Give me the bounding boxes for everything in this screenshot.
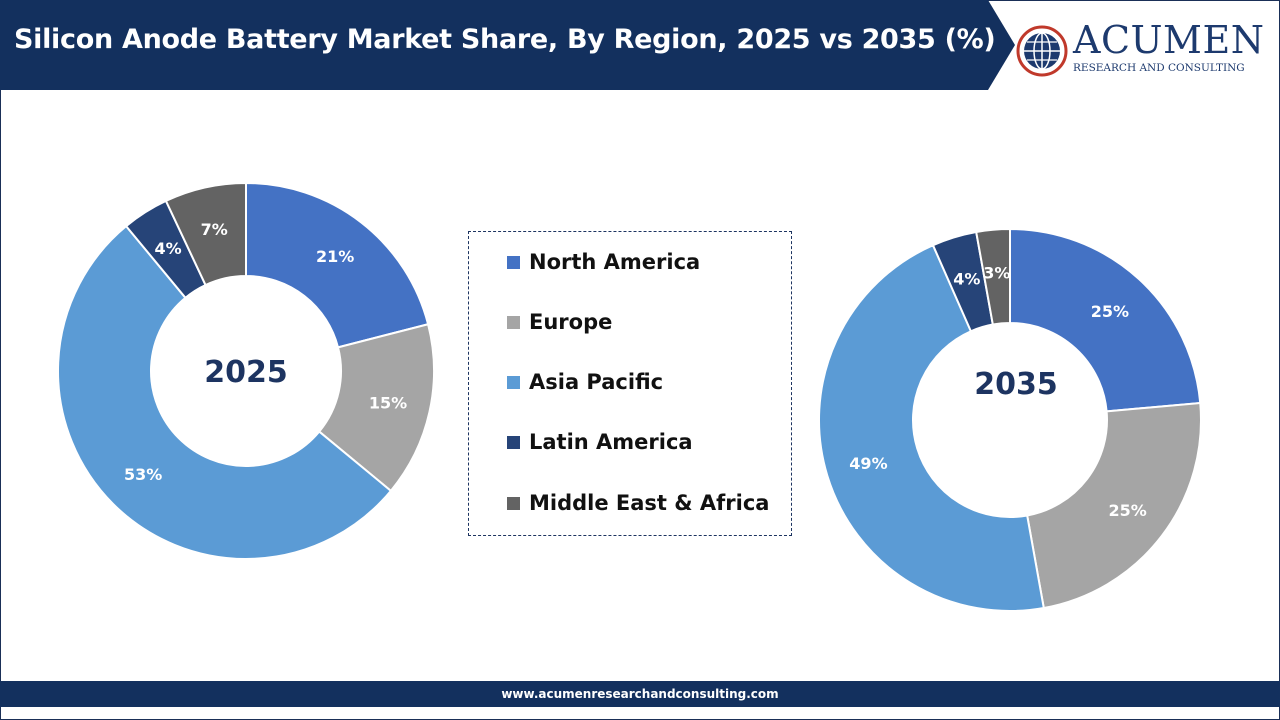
legend-label: North America: [529, 250, 701, 274]
slice-label-2025-middle-east-africa: 7%: [201, 220, 228, 239]
slice-2025-north-america: [245, 181, 430, 349]
title-banner-shape: [0, 0, 1015, 90]
donut-center-label-2035: 2035: [974, 367, 1058, 402]
legend-item-middle-east-africa: Middle East & Africa: [507, 489, 769, 517]
legend-item-latin-america: Latin America: [507, 428, 693, 456]
legend-swatch: [507, 315, 520, 329]
legend: North America Europe Asia Pacific Latin Ame…: [468, 231, 792, 536]
donut-chart-2025: 21% 15% 53% 4% 7% 2025: [57, 181, 435, 560]
legend-swatch: [507, 435, 520, 449]
slice-label-2025-asia-pacific: 53%: [124, 465, 162, 484]
legend-label: Asia Pacific: [529, 370, 664, 394]
legend-label: Europe: [529, 310, 613, 334]
legend-label: Latin America: [529, 430, 693, 454]
slice-2035-europe: [1025, 401, 1202, 610]
slice-label-2025-europe: 15%: [369, 394, 407, 413]
slice-2025-asia-pacific: [57, 224, 393, 560]
legend-item-north-america: North America: [507, 248, 700, 276]
footer-bar: www.acumenresearchandconsulting.com: [0, 681, 1280, 707]
slice-label-2035-europe: 25%: [1108, 501, 1146, 520]
footer-url: www.acumenresearchandconsulting.com: [501, 687, 779, 701]
slice-label-2025-latin-america: 4%: [154, 239, 181, 258]
legend-item-asia-pacific: Asia Pacific: [507, 368, 663, 396]
globe-icon: [1016, 25, 1068, 77]
slice-2025-middle-east-africa: [164, 181, 247, 287]
legend-label: Middle East & Africa: [529, 491, 770, 515]
chart-title: Silicon Anode Battery Market Share, By R…: [14, 24, 996, 55]
logo-subtitle: RESEARCH AND CONSULTING: [1073, 62, 1245, 74]
logo-name: ACUMEN: [1073, 18, 1265, 62]
legend-item-europe: Europe: [507, 308, 612, 336]
legend-swatch: [507, 255, 520, 269]
title-banner: Silicon Anode Battery Market Share, By R…: [0, 0, 1015, 90]
slice-2035-north-america: [1009, 227, 1202, 413]
legend-swatch: [507, 496, 520, 510]
company-logo: ACUMEN RESEARCH AND CONSULTING: [1015, 18, 1265, 82]
slice-label-2035-asia-pacific: 49%: [849, 454, 887, 473]
slice-label-2035-middle-east-africa: 3%: [983, 264, 1010, 283]
slice-2035-asia-pacific: [818, 243, 1045, 613]
donut-chart-2035: 25% 25% 49% 4% 3% 2035: [818, 227, 1202, 613]
slice-label-2025-north-america: 21%: [316, 247, 354, 266]
slice-label-2035-latin-america: 4%: [953, 269, 980, 288]
legend-swatch: [507, 375, 520, 389]
donut-center-label-2025: 2025: [204, 355, 288, 390]
slice-label-2035-north-america: 25%: [1091, 302, 1129, 321]
slice-2035-middle-east-africa: [975, 227, 1011, 326]
